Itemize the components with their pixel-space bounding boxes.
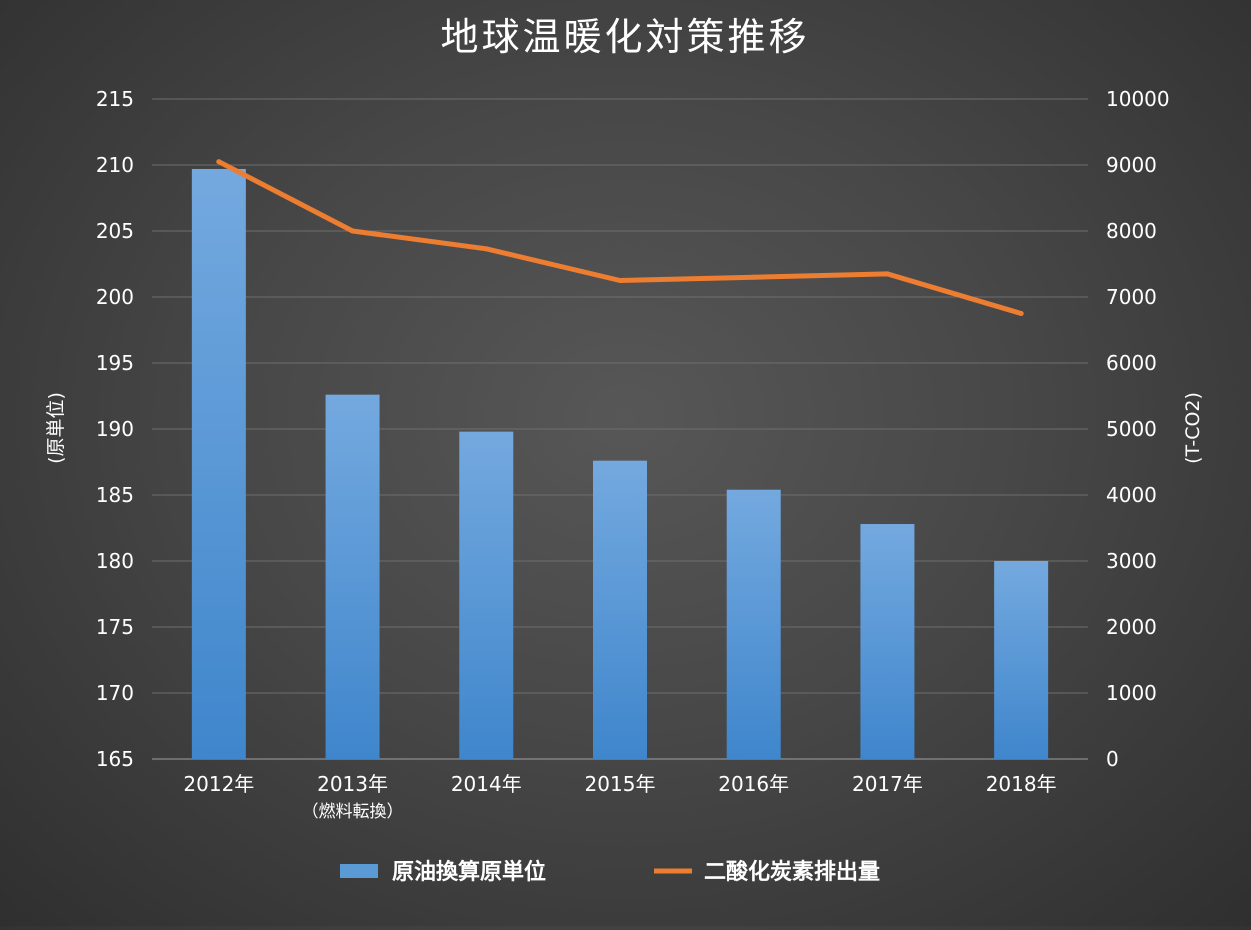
left-axis-title: (原単位) <box>45 392 67 464</box>
x-tick-label: 2013年 <box>317 772 388 796</box>
bar-2014年 <box>459 431 514 759</box>
bar-2013年 <box>325 394 380 759</box>
co2-point <box>617 278 623 283</box>
right-tick-label: 7000 <box>1106 285 1157 309</box>
right-tick-label: 6000 <box>1106 351 1157 375</box>
bar-2017年 <box>860 524 915 759</box>
legend-line-label: 二酸化炭素排出量 <box>704 859 880 885</box>
co2-point <box>483 246 489 252</box>
right-tick-label: 4000 <box>1106 483 1157 507</box>
x-tick-label: 2015年 <box>585 772 656 796</box>
left-tick-label: 215 <box>96 87 134 111</box>
left-tick-label: 170 <box>96 681 134 705</box>
x-tick-label: 2016年 <box>718 772 789 796</box>
x-tick-label: 2012年 <box>183 772 254 796</box>
left-tick-label: 180 <box>96 549 134 573</box>
right-tick-label: 0 <box>1106 747 1119 771</box>
left-tick-label: 175 <box>96 615 134 639</box>
bar-2015年 <box>593 460 647 759</box>
right-tick-label: 2000 <box>1106 615 1157 639</box>
left-tick-label: 190 <box>96 417 134 441</box>
x-tick-sublabel: （燃料転換） <box>302 802 404 822</box>
right-tick-label: 1000 <box>1106 681 1157 705</box>
x-tick-label: 2014年 <box>451 772 522 796</box>
right-tick-label: 5000 <box>1106 417 1157 441</box>
bar-2018年 <box>994 561 1049 759</box>
right-tick-label: 10000 <box>1106 87 1170 111</box>
left-tick-label: 200 <box>96 285 134 309</box>
co2-line <box>216 159 1024 316</box>
bar-2016年 <box>726 489 781 759</box>
left-tick-label: 210 <box>96 153 134 177</box>
co2-point <box>1018 311 1024 316</box>
left-tick-label: 165 <box>96 747 134 771</box>
co2-point <box>884 271 890 277</box>
right-tick-label: 3000 <box>1106 549 1157 573</box>
left-tick-label: 195 <box>96 351 134 375</box>
right-axis: 0 1000 2000 3000 4000 5000 6000 7000 8000 9000 100… <box>1106 87 1170 771</box>
right-axis-title: (T-CO2) <box>1182 392 1204 464</box>
x-tick-label: 2018年 <box>986 772 1057 796</box>
legend-bar-label: 原油換算原単位 <box>392 859 546 885</box>
line-series <box>216 159 1024 316</box>
chart-title: 地球温暖化対策推移 <box>440 15 809 59</box>
left-tick-label: 185 <box>96 483 134 507</box>
bar-2012年 <box>191 168 246 759</box>
right-tick-label: 9000 <box>1106 153 1157 177</box>
right-tick-label: 8000 <box>1106 219 1157 243</box>
bar-series <box>191 168 1049 759</box>
left-tick-label: 205 <box>96 219 134 243</box>
co2-point <box>751 274 757 280</box>
co2-point <box>350 228 356 234</box>
legend: 原油換算原単位 二酸化炭素排出量 <box>340 859 880 885</box>
x-tick-label: 2017年 <box>852 772 923 796</box>
legend-bar-swatch <box>340 864 378 878</box>
x-axis: 2012年 2013年 （燃料転換） 2014年 2015年 2016年 2017年 2018… <box>183 772 1056 822</box>
co2-point <box>216 159 222 165</box>
left-axis: 165 170 175 180 185 190 195 200 205 210 215 <box>96 87 134 771</box>
